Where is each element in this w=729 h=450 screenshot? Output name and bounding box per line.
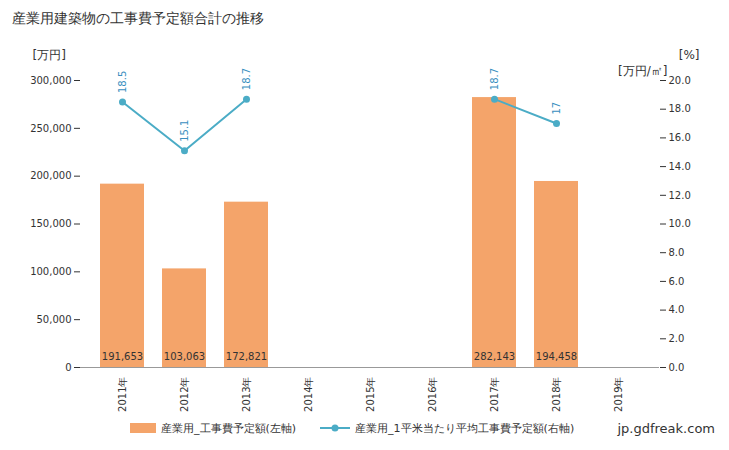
svg-text:2018年: 2018年 <box>551 377 562 412</box>
svg-text:2017年: 2017年 <box>489 377 500 412</box>
svg-text:2014年: 2014年 <box>303 377 314 412</box>
svg-text:18.5: 18.5 <box>117 71 128 93</box>
svg-text:17: 17 <box>551 102 562 115</box>
svg-text:150,000: 150,000 <box>30 218 71 229</box>
svg-text:20.0: 20.0 <box>669 75 691 86</box>
svg-text:[万円]: [万円] <box>33 48 66 62</box>
svg-text:2.0: 2.0 <box>669 333 685 344</box>
svg-text:10.0: 10.0 <box>669 218 691 229</box>
svg-text:[万円/㎡]: [万円/㎡] <box>618 64 667 78</box>
html-text:産業用_工事費予定額(左軸): 産業用_工事費予定額(左軸) <box>161 421 297 435</box>
svg-text:300,000: 300,000 <box>30 75 71 86</box>
svg-text:2012年: 2012年 <box>179 377 190 412</box>
svg-text:103,063: 103,063 <box>164 351 205 362</box>
svg-text:2013年: 2013年 <box>241 377 252 412</box>
svg-text:15.1: 15.1 <box>179 120 190 142</box>
svg-text:8.0: 8.0 <box>669 247 685 258</box>
svg-text:194,458: 194,458 <box>536 351 577 362</box>
svg-text:16.0: 16.0 <box>669 132 691 143</box>
svg-text:2016年: 2016年 <box>427 377 438 412</box>
svg-text:2011年: 2011年 <box>117 377 128 412</box>
svg-text:[%]: [%] <box>679 48 700 62</box>
svg-text:2015年: 2015年 <box>365 377 376 412</box>
svg-text:50,000: 50,000 <box>37 314 72 325</box>
svg-text:18.0: 18.0 <box>669 103 691 114</box>
svg-text:2019年: 2019年 <box>613 377 624 412</box>
svg-text:172,821: 172,821 <box>226 351 267 362</box>
svg-text:18.7: 18.7 <box>489 68 500 90</box>
svg-text:100,000: 100,000 <box>30 266 71 277</box>
svg-text:0: 0 <box>65 362 71 373</box>
svg-text:0.0: 0.0 <box>669 362 685 373</box>
svg-text:282,143: 282,143 <box>474 351 515 362</box>
html-text:産業用建築物の工事費予定額合計の推移: 産業用建築物の工事費予定額合計の推移 <box>12 10 264 26</box>
svg-text:6.0: 6.0 <box>669 276 685 287</box>
svg-text:191,653: 191,653 <box>102 351 143 362</box>
svg-text:12.0: 12.0 <box>669 190 691 201</box>
svg-text:250,000: 250,000 <box>30 123 71 134</box>
svg-text:18.7: 18.7 <box>241 68 252 90</box>
html-text:jp.gdfreak.com: jp.gdfreak.com <box>617 420 715 436</box>
html-text:産業用_1平米当たり平均工事費予定額(右軸): 産業用_1平米当たり平均工事費予定額(右軸) <box>355 421 575 435</box>
svg-text:4.0: 4.0 <box>669 304 685 315</box>
svg-text:14.0: 14.0 <box>669 161 691 172</box>
svg-text:200,000: 200,000 <box>30 170 71 181</box>
